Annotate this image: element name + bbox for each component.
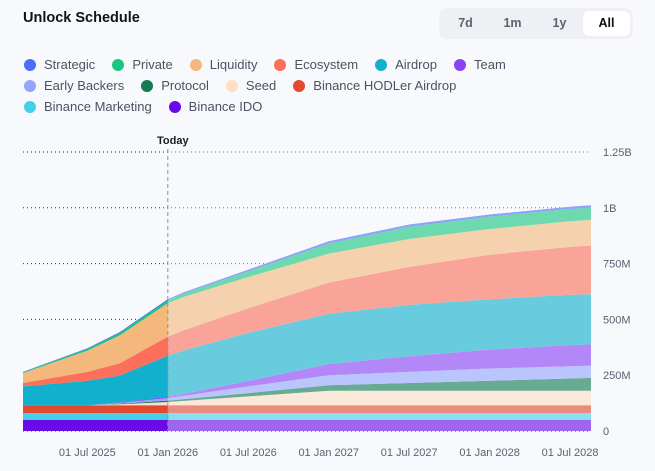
legend-row: Early Backers Protocol Seed Binance HODLer … [24, 75, 624, 96]
range-button-all[interactable]: All [583, 11, 630, 36]
legend-label: Ecosystem [294, 57, 359, 72]
legend-label: Strategic [44, 57, 96, 72]
area-binance-hodler-airdrop[interactable] [23, 405, 591, 414]
legend-dot-icon [293, 79, 306, 92]
legend-label: Seed [245, 78, 277, 93]
legend-dot-icon [24, 79, 36, 92]
area-private[interactable] [23, 207, 591, 373]
legend-dot-icon [274, 58, 287, 71]
x-tick-label: 01 Jul 2027 [381, 447, 438, 459]
legend-item-strategic[interactable]: Strategic [24, 57, 95, 72]
legend-label: Protocol [161, 78, 209, 93]
legend-item-ecosystem[interactable]: Ecosystem [274, 57, 358, 72]
legend-row: Binance Marketing Binance IDO [24, 96, 624, 117]
range-button-1y[interactable]: 1y [552, 16, 567, 30]
legend-item-early-backers[interactable]: Early Backers [24, 78, 124, 93]
x-tick-label: 01 Jul 2028 [542, 447, 599, 459]
x-tick-label: 01 Jul 2026 [220, 447, 277, 459]
legend-item-private[interactable]: Private [112, 57, 173, 72]
area-ecosystem[interactable] [23, 245, 591, 387]
future-projection-overlay [167, 142, 592, 431]
y-tick-label: 750M [603, 259, 631, 271]
area-series [23, 205, 591, 431]
legend-item-airdrop[interactable]: Airdrop [375, 57, 437, 72]
area-team[interactable] [23, 344, 591, 406]
legend-dot-icon [24, 58, 36, 71]
legend-label: Binance HODLer Airdrop [313, 78, 457, 93]
area-airdrop[interactable] [23, 294, 591, 406]
legend-label: Liquidity [209, 57, 258, 72]
legend-item-binance-marketing[interactable]: Binance Marketing [24, 99, 152, 114]
x-tick-label: 01 Jul 2025 [59, 447, 116, 459]
legend-dot-icon [112, 58, 125, 71]
legend-label: Airdrop [395, 57, 437, 72]
y-tick-label: 0 [603, 426, 609, 438]
legend-item-liquidity[interactable]: Liquidity [189, 57, 258, 72]
legend-item-protocol[interactable]: Protocol [141, 78, 209, 93]
range-button-7d[interactable]: 7d [458, 16, 473, 30]
area-protocol[interactable] [23, 377, 591, 406]
x-tick-label: 01 Jan 2026 [138, 447, 199, 459]
legend-dot-icon [453, 58, 466, 71]
legend-label: Team [473, 57, 506, 72]
y-axis: 0 250M 500M 750M 1B 1.25B [603, 147, 632, 438]
legend-row: Strategic Private Liquidity Ecosystem Airdro… [24, 54, 624, 75]
y-tick-label: 250M [603, 370, 631, 382]
legend-item-team[interactable]: Team [453, 57, 506, 72]
chart-legend: Strategic Private Liquidity Ecosystem Airdro… [24, 54, 624, 117]
range-button-1m[interactable]: 1m [503, 16, 522, 30]
legend-item-binance-hodler-airdrop[interactable]: Binance HODLer Airdrop [293, 78, 456, 93]
area-early-backers[interactable] [23, 365, 591, 406]
legend-item-binance-ido[interactable]: Binance IDO [168, 99, 263, 114]
area-liquidity[interactable] [23, 219, 591, 383]
today-marker: Today [157, 135, 189, 431]
y-tick-label: 1B [603, 203, 616, 215]
y-tick-label: 500M [603, 314, 631, 326]
legend-label: Binance Marketing [44, 99, 152, 114]
x-axis: 01 Jul 2025 01 Jan 2026 01 Jul 2026 01 Jan … [59, 447, 599, 459]
legend-dot-icon [141, 79, 154, 92]
today-label: Today [157, 135, 189, 147]
x-tick-label: 01 Jan 2028 [459, 447, 520, 459]
legend-dot-icon [225, 79, 238, 92]
x-tick-label: 01 Jan 2027 [298, 447, 359, 459]
legend-dot-icon [375, 58, 388, 71]
legend-dot-icon [189, 58, 202, 71]
legend-dot-icon [168, 100, 181, 113]
future-overlay [167, 142, 592, 431]
area-binance-marketing[interactable] [23, 413, 591, 420]
chart-title: Unlock Schedule [23, 10, 140, 26]
legend-label: Private [132, 57, 173, 72]
legend-item-seed[interactable]: Seed [225, 78, 277, 93]
time-range-selector: 7d 1m 1y All [439, 8, 633, 39]
legend-label: Binance IDO [188, 99, 263, 114]
legend-label: Early Backers [44, 78, 125, 93]
legend-dot-icon [24, 100, 36, 113]
area-seed[interactable] [23, 390, 591, 406]
area-binance-ido[interactable] [23, 419, 591, 431]
y-tick-label: 1.25B [603, 147, 632, 159]
